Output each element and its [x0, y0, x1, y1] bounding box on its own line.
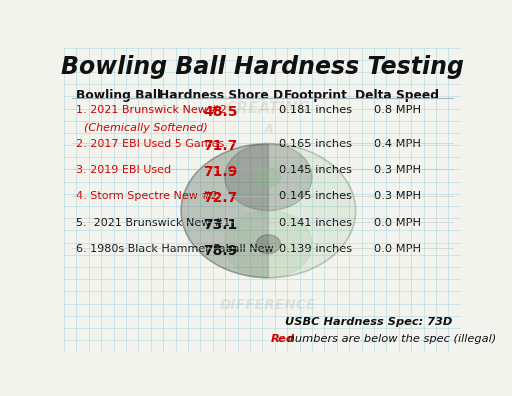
Text: A: A	[264, 123, 273, 136]
Text: 73.1: 73.1	[204, 218, 238, 232]
Text: 71.7: 71.7	[204, 139, 238, 153]
Text: 0.0 MPH: 0.0 MPH	[374, 244, 421, 254]
Text: 0.165 inches: 0.165 inches	[280, 139, 352, 149]
Text: 48.5: 48.5	[203, 105, 238, 120]
Circle shape	[225, 144, 312, 211]
Text: numbers are below the spec (illegal): numbers are below the spec (illegal)	[284, 333, 496, 344]
Wedge shape	[181, 144, 268, 278]
Text: 71.9: 71.9	[204, 165, 238, 179]
Text: 0.3 MPH: 0.3 MPH	[374, 165, 421, 175]
Text: 0.141 inches: 0.141 inches	[280, 218, 352, 228]
Text: Bowling Ball Hardness Testing: Bowling Ball Hardness Testing	[61, 55, 464, 79]
Text: Hardness Shore D: Hardness Shore D	[159, 89, 283, 102]
Circle shape	[256, 235, 281, 253]
Text: 0.139 inches: 0.139 inches	[280, 244, 353, 254]
Circle shape	[225, 211, 312, 278]
Text: 5.  2021 Brunswick New #1: 5. 2021 Brunswick New #1	[76, 218, 230, 228]
Text: CREATING: CREATING	[226, 101, 311, 116]
Text: (Chemically Softened): (Chemically Softened)	[84, 123, 207, 133]
Text: Red: Red	[270, 333, 294, 344]
Text: 0.3 MPH: 0.3 MPH	[374, 191, 421, 202]
Text: USBC Hardness Spec: 73D: USBC Hardness Spec: 73D	[286, 317, 453, 327]
Text: 1. 2021 Brunswick New #2: 1. 2021 Brunswick New #2	[76, 105, 227, 116]
Text: 4. Storm Spectre New #2: 4. Storm Spectre New #2	[76, 191, 218, 202]
Circle shape	[256, 168, 281, 187]
Text: Footprint: Footprint	[284, 89, 348, 102]
Text: 0.181 inches: 0.181 inches	[280, 105, 353, 116]
Circle shape	[181, 144, 356, 278]
Text: 0.0 MPH: 0.0 MPH	[374, 218, 421, 228]
Text: 0.8 MPH: 0.8 MPH	[374, 105, 421, 116]
Text: 0.145 inches: 0.145 inches	[280, 191, 352, 202]
Text: 2. 2017 EBI Used 5 Games: 2. 2017 EBI Used 5 Games	[76, 139, 224, 149]
Text: 3. 2019 EBI Used: 3. 2019 EBI Used	[76, 165, 171, 175]
Text: 0.4 MPH: 0.4 MPH	[374, 139, 421, 149]
Text: 6. 1980s Black Hammer Faball New: 6. 1980s Black Hammer Faball New	[76, 244, 273, 254]
Text: 78.9: 78.9	[204, 244, 238, 258]
Text: 72.7: 72.7	[204, 191, 238, 206]
Text: Bowling Ball: Bowling Ball	[76, 89, 161, 102]
Text: 0.145 inches: 0.145 inches	[280, 165, 352, 175]
Text: Delta Speed: Delta Speed	[355, 89, 439, 102]
Text: DIFFERENCE: DIFFERENCE	[220, 298, 316, 312]
